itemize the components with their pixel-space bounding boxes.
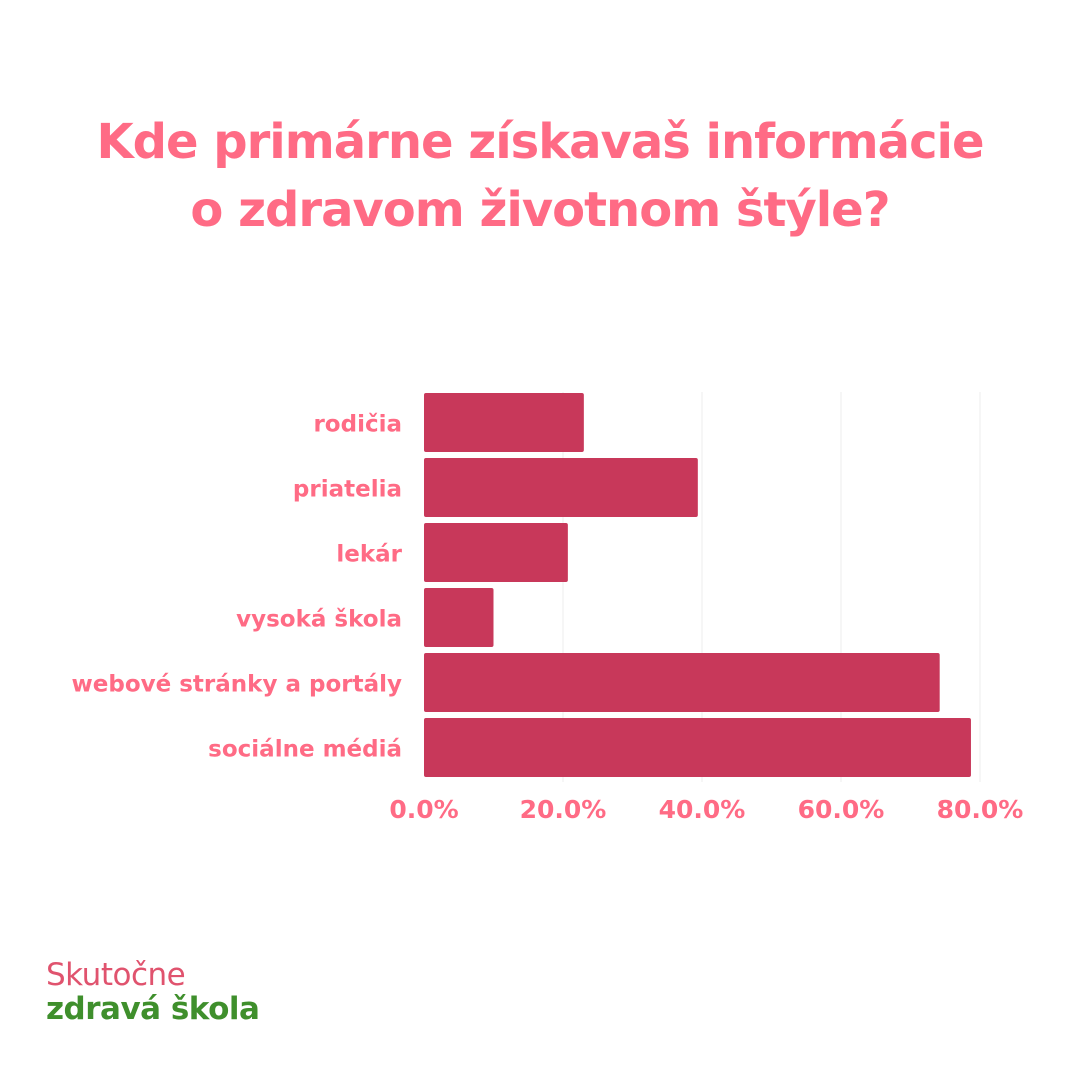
x-tick-label: 20.0% [520, 795, 607, 824]
x-tick-label: 40.0% [659, 795, 746, 824]
category-label: lekár [336, 542, 402, 568]
logo-line-2: zdravá škola [46, 991, 260, 1027]
bar [424, 718, 971, 777]
category-label: webové stránky a portály [72, 672, 402, 698]
gridlines [562, 392, 981, 782]
logo-line-1: Skutočne [46, 957, 186, 993]
bar [424, 393, 584, 452]
brand-logo: Skutočne zdravá škola [46, 957, 260, 1027]
bar [424, 653, 940, 712]
category-label: sociálne médiá [208, 737, 402, 763]
x-tick-label: 60.0% [798, 795, 885, 824]
category-label: rodičia [313, 412, 402, 438]
bars [424, 393, 971, 777]
x-tick-label: 0.0% [389, 795, 458, 824]
category-labels: rodičia priatelia lekár vysoká škola webové … [72, 412, 403, 763]
category-label: priatelia [293, 477, 402, 503]
bar [424, 458, 698, 517]
x-tick-label: 80.0% [937, 795, 1024, 824]
category-label: vysoká škola [236, 607, 402, 633]
bar [424, 588, 494, 647]
chart-title: Kde primárne získavaš informácie o zdrav… [0, 108, 1080, 244]
chart-title-line-2: o zdravom životnom štýle? [190, 182, 890, 238]
bar [424, 523, 568, 582]
x-tick-labels: 0.0% 20.0% 40.0% 60.0% 80.0% [389, 795, 1023, 824]
chart-title-line-1: Kde primárne získavaš informácie [96, 114, 984, 170]
